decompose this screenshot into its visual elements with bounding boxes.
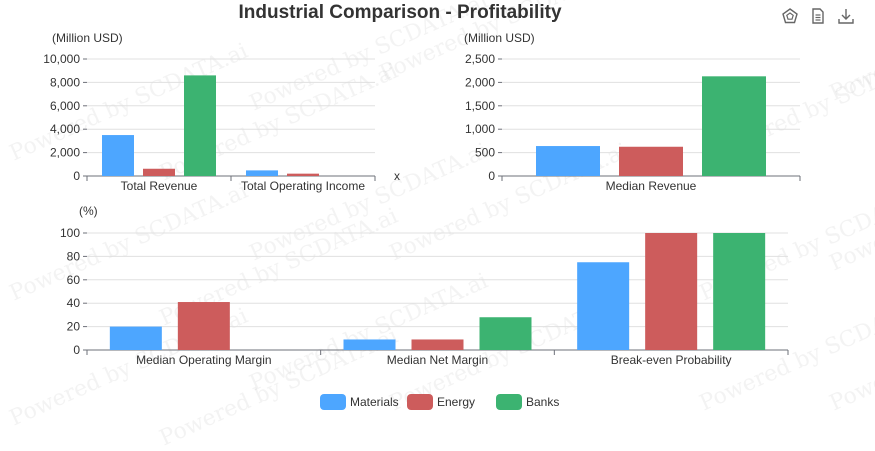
bar-materials xyxy=(102,135,134,176)
x-category-label: Total Revenue xyxy=(121,179,198,193)
bar-materials xyxy=(343,339,396,350)
y-axis-unit-label: (%) xyxy=(79,204,98,218)
y-tick-label: 2,000 xyxy=(465,75,495,89)
legend-swatch xyxy=(320,394,346,410)
bar-energy xyxy=(645,233,698,350)
legend-swatch xyxy=(407,394,433,410)
y-tick-label: 40 xyxy=(67,296,81,310)
x-category-label: Median Net Margin xyxy=(387,353,488,367)
bar-banks xyxy=(702,76,766,176)
legend-label: Banks xyxy=(526,395,559,409)
chart-panel-1: 0 2,000 4,000 6,000 8,000 10,000 (Million USD)… xyxy=(43,31,400,193)
legend-label: Materials xyxy=(350,395,399,409)
chart-panel-2: 0 500 1,000 1,500 2,000 2,500 (Million USD) Med… xyxy=(464,31,801,193)
bar-energy xyxy=(411,339,464,350)
y-tick-label: 0 xyxy=(488,169,495,183)
data-view-icon[interactable] xyxy=(809,7,827,25)
bar-banks xyxy=(713,233,766,350)
bar-energy xyxy=(177,302,230,350)
y-tick-label: 0 xyxy=(73,169,80,183)
legend: Materials Energy Banks xyxy=(320,394,559,410)
legend-item-banks[interactable]: Banks xyxy=(496,394,559,410)
chart-type-icon[interactable] xyxy=(781,7,799,25)
bar-energy xyxy=(287,173,319,176)
y-tick-label: 100 xyxy=(60,226,80,240)
y-tick-label: 2,000 xyxy=(50,146,80,160)
bar-materials xyxy=(246,170,278,176)
y-tick-label: 4,000 xyxy=(50,122,80,136)
chart-panel-3: 0 20 40 60 80 100 (%) Median Operating Margin Me… xyxy=(60,204,789,367)
y-tick-label: 10,000 xyxy=(43,52,80,66)
bar-energy xyxy=(143,168,175,176)
y-tick-label: 6,000 xyxy=(50,99,80,113)
bar-materials xyxy=(536,146,600,176)
chart-canvas: 0 2,000 4,000 6,000 8,000 10,000 (Million USD)… xyxy=(43,31,801,410)
y-tick-label: 1,500 xyxy=(465,99,495,113)
bar-materials xyxy=(109,326,162,350)
legend-swatch xyxy=(496,394,522,410)
bar-banks xyxy=(479,317,532,350)
legend-item-energy[interactable]: Energy xyxy=(407,394,475,410)
y-tick-label: 60 xyxy=(67,273,81,287)
chart-toolbar xyxy=(781,7,855,25)
legend-label: Energy xyxy=(437,395,475,409)
y-tick-label: 80 xyxy=(67,249,81,263)
y-axis-unit-label: (Million USD) xyxy=(464,31,535,45)
bar-energy xyxy=(619,146,683,176)
y-tick-label: 0 xyxy=(73,343,80,357)
y-tick-label: 2,500 xyxy=(465,52,495,66)
bar-materials xyxy=(577,262,630,350)
x-category-label: Median Operating Margin xyxy=(136,353,271,367)
x-category-label: Median Revenue xyxy=(606,179,697,193)
y-axis-unit-label: (Million USD) xyxy=(52,31,123,45)
download-icon[interactable] xyxy=(837,7,855,25)
y-tick-label: 500 xyxy=(475,146,495,160)
y-tick-label: 8,000 xyxy=(50,75,80,89)
y-tick-label: 20 xyxy=(67,320,81,334)
x-axis-name: x xyxy=(394,169,400,183)
x-category-label: Break-even Probability xyxy=(611,353,732,367)
x-category-label: Total Operating Income xyxy=(241,179,365,193)
chart-title: Industrial Comparison - Profitability xyxy=(238,2,562,23)
bar-banks xyxy=(184,75,216,176)
legend-item-materials[interactable]: Materials xyxy=(320,394,399,410)
y-tick-label: 1,000 xyxy=(465,122,495,136)
